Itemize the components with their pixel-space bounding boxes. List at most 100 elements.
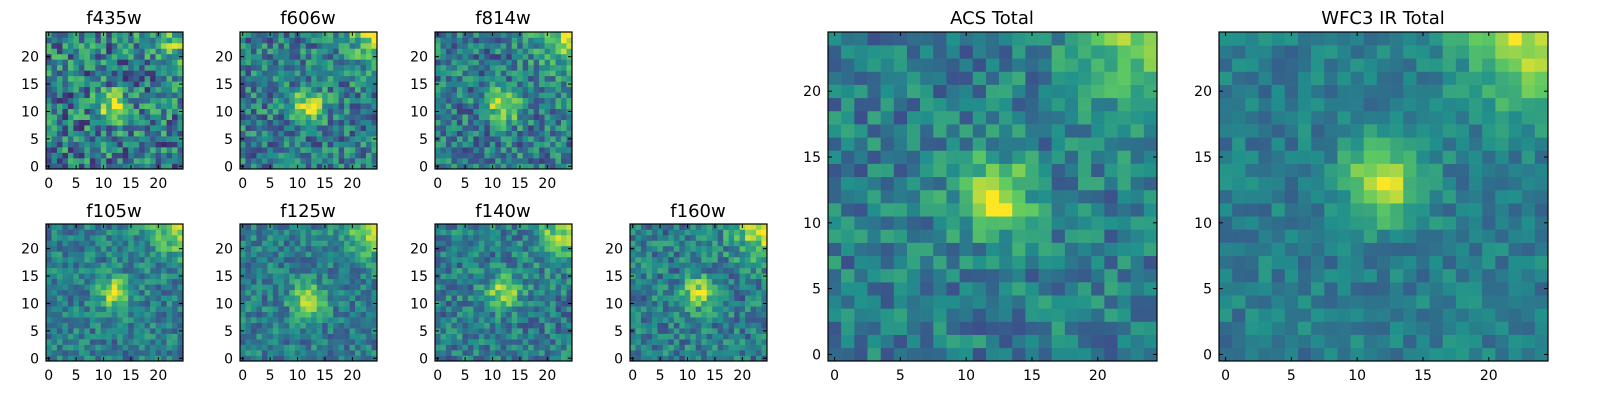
heatmap-cell: [717, 322, 724, 329]
heatmap-cell: [999, 242, 1013, 257]
heatmap-cell: [360, 163, 367, 170]
heatmap-cell: [451, 70, 458, 77]
heatmap-cell: [550, 256, 556, 263]
heatmap-cell: [278, 245, 285, 252]
heatmap-cell: [717, 224, 724, 230]
heatmap-cell: [1078, 334, 1092, 349]
heatmap-cell: [462, 59, 469, 66]
heatmap-cell: [451, 42, 458, 49]
heatmap-cell: [717, 300, 724, 307]
heatmap-cell: [739, 306, 746, 312]
heatmap-cell: [316, 262, 323, 269]
heatmap-cell: [511, 339, 518, 345]
heatmap-cell: [690, 229, 697, 236]
heatmap-cell: [467, 86, 474, 93]
heatmap-cell: [550, 322, 556, 329]
heatmap-cell: [294, 86, 301, 93]
heatmap-cell: [150, 317, 156, 323]
heatmap-cell: [517, 97, 523, 104]
heatmap-cell: [161, 273, 167, 280]
heatmap-cell: [62, 75, 69, 82]
heatmap-cell: [906, 282, 921, 296]
heatmap-cell: [117, 300, 124, 307]
heatmap-cell: [95, 86, 102, 93]
heatmap-cell: [500, 92, 507, 99]
heatmap-cell: [355, 81, 361, 88]
heatmap-cell: [360, 92, 367, 99]
heatmap-cell: [355, 108, 361, 115]
heatmap-cell: [305, 37, 312, 44]
heatmap-cell: [51, 333, 58, 340]
heatmap-cell: [522, 37, 529, 44]
heatmap-cell: [133, 306, 140, 312]
heatmap-cell: [745, 262, 751, 269]
heatmap-cell: [635, 224, 642, 230]
heatmap-cell: [1038, 189, 1053, 204]
heatmap-cell: [511, 295, 518, 302]
heatmap-cell: [256, 108, 263, 115]
heatmap-cell: [673, 278, 680, 285]
heatmap-cell: [272, 278, 279, 285]
heatmap-cell: [511, 350, 518, 356]
heatmap-cell: [679, 278, 686, 285]
heatmap-cell: [256, 311, 263, 318]
heatmap-cell: [739, 311, 746, 318]
heatmap-cell: [646, 295, 653, 302]
heatmap-cell: [311, 163, 318, 170]
heatmap-cell: [166, 300, 173, 307]
heatmap-cell: [544, 158, 551, 164]
heatmap-cell: [161, 141, 167, 148]
heatmap-cell: [256, 355, 263, 362]
heatmap-cell: [250, 48, 257, 55]
heatmap-cell: [456, 234, 463, 241]
heatmap-cell: [440, 278, 447, 285]
heatmap-cell: [651, 229, 658, 236]
heatmap-cell: [51, 339, 58, 345]
x-tick-label: 10: [289, 368, 307, 384]
heatmap-cell: [511, 333, 518, 340]
heatmap-cell: [1143, 189, 1158, 204]
heatmap-cell: [56, 344, 63, 351]
panel-title: f160w: [670, 201, 725, 222]
heatmap-cell: [327, 300, 334, 307]
heatmap-cell: [67, 229, 74, 236]
heatmap-cell: [177, 306, 184, 312]
heatmap-cell: [959, 308, 974, 322]
heatmap-cell: [451, 229, 458, 236]
heatmap-cell: [355, 300, 361, 307]
heatmap-cell: [728, 333, 735, 340]
x-tick-label: 20: [538, 368, 556, 384]
heatmap-cell: [734, 306, 740, 312]
heatmap-cell: [539, 344, 545, 351]
heatmap-cell: [484, 163, 491, 170]
heatmap-cell: [440, 114, 447, 120]
heatmap-cell: [106, 163, 113, 170]
heatmap-cell: [122, 141, 129, 148]
heatmap-cell: [172, 97, 178, 104]
heatmap-cell: [539, 119, 545, 126]
heatmap-cell: [78, 289, 85, 296]
heatmap-cell: [67, 295, 74, 302]
heatmap-cells: [435, 32, 573, 170]
heatmap-cell: [150, 53, 156, 60]
heatmap-cell: [106, 300, 113, 307]
heatmap-cell: [89, 53, 96, 60]
heatmap-cell: [1091, 295, 1105, 309]
heatmap-cell: [240, 262, 246, 269]
heatmap-cell: [166, 311, 173, 318]
x-tick-label: 20: [149, 368, 167, 384]
heatmap-cell: [366, 119, 372, 126]
heatmap-cell: [283, 114, 290, 120]
heatmap-cell: [555, 344, 562, 351]
heatmap-cell: [166, 158, 173, 164]
heatmap-cell: [349, 256, 356, 263]
heatmap-cell: [566, 333, 573, 340]
heatmap-cell: [920, 203, 934, 217]
heatmap-cell: [294, 125, 301, 131]
heatmap-cell: [522, 81, 529, 88]
heatmap-cell: [144, 81, 151, 88]
heatmap-cell: [360, 245, 367, 252]
heatmap-cell: [56, 152, 63, 159]
heatmap-cell: [256, 42, 263, 49]
heatmap-cell: [111, 234, 118, 241]
